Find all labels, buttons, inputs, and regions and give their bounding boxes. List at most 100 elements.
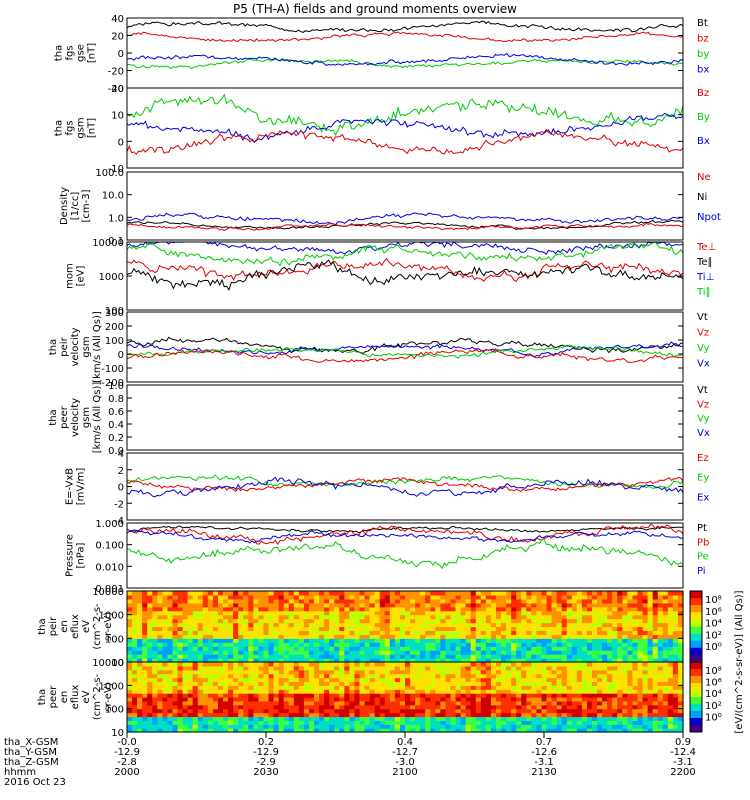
x-position-label: -3.1 [534,757,554,768]
spectrogram-cell [551,618,558,624]
spectrogram-cell [485,689,492,694]
spectrogram-cell [647,662,654,667]
spectrogram-cell [344,712,350,718]
spectrogram-cell [415,654,421,659]
spectrogram-cell [217,602,224,608]
spectrogram-cell [349,685,356,690]
spectrogram-cell [389,720,396,725]
spectrogram-cell [207,677,214,683]
spectrogram-cell [167,720,174,725]
spectrogram-cell [612,720,618,725]
spectrogram-cell [677,606,684,612]
spectrogram-cell [344,697,350,702]
spectrogram-cell [501,658,507,663]
spectrogram-cell [293,677,300,683]
spectrogram-cell [576,630,583,635]
spectrogram-cell [152,665,158,671]
spectrogram-cell [394,708,401,714]
spectrogram-cell [480,614,487,620]
spectrogram-cell [415,665,421,671]
spectrogram-cell [152,724,158,729]
spectrogram-cell [607,598,613,604]
spectrogram-cell [329,669,335,675]
spectrogram-cell [303,614,310,620]
spectrogram-cell [142,665,148,671]
spectrogram-cell [637,591,644,596]
spectrogram-cell [364,610,371,616]
spectrogram-cell [177,685,184,690]
spectrogram-cell [465,654,472,659]
spectrogram-cell [531,720,538,725]
spectrogram-cell [475,594,482,600]
spectrogram-cell [506,602,512,608]
spectrogram-cell [541,665,548,671]
spectrogram-cell [536,630,543,635]
spectrogram-cell [632,720,639,725]
spectrogram-cell [314,658,320,663]
colorbar-segment [690,697,702,705]
spectrogram-cell [480,598,487,604]
spectrogram-cell [142,689,148,694]
spectrogram-cell [177,681,184,686]
spectrogram-cell [637,642,644,647]
spectrogram-cell [612,606,618,612]
spectrogram-cell [172,669,179,675]
spectrogram-cell [157,677,163,683]
spectrogram-cell [334,673,340,679]
spectrogram-cell [379,728,386,733]
spectrogram-cell [607,677,613,683]
spectrogram-cell [394,689,401,694]
spectrogram-cell [172,677,179,683]
spectrogram-cell [228,614,234,620]
x-position-label: -0.0 [117,737,137,748]
spectrogram-cell [612,614,618,620]
spectrogram-cell [632,700,639,706]
spectrogram-cell [344,634,350,639]
spectrogram-cell [339,602,345,608]
spectrogram-cell [571,626,578,632]
spectrogram-cell [485,662,492,667]
spectrogram-cell [283,622,290,628]
spectrogram-cell [511,646,517,651]
spectrogram-cell [551,673,558,679]
spectrogram-cell [571,720,578,725]
spectrogram-cell [657,700,664,706]
spectrogram-cell [405,598,411,604]
spectrogram-cell [561,662,568,667]
spectrogram-cell [334,677,340,683]
spectrogram-cell [278,610,285,616]
spectrogram-cell [485,606,492,612]
spectrogram-cell [137,716,143,721]
spectrogram-cell [384,724,391,729]
spectrogram-cell [672,591,679,596]
spectrogram-cell [228,700,234,706]
spectrogram-cell [435,614,441,620]
spectrogram-cell [142,638,148,643]
spectrogram-cell [460,673,467,679]
spectrogram-cell [511,658,517,663]
spectrogram-cell [415,598,421,604]
spectrogram-cell [617,677,623,683]
spectrogram-cell [485,685,492,690]
spectrogram-cell [258,602,265,608]
spectrogram-cell [379,602,386,608]
spectrogram-cell [389,693,396,698]
spectrogram-cell [172,685,179,690]
spectrogram-cell [374,638,381,643]
spectrogram-cell [263,669,270,675]
spectrogram-cell [551,650,558,655]
spectrogram-cell [506,591,512,596]
spectrogram-cell [182,673,189,679]
spectrogram-cell [308,681,315,686]
spectrogram-cell [617,614,623,620]
spectrogram-cell [586,677,593,683]
x-position-label: -12.9 [114,747,140,758]
spectrogram-cell [652,708,659,714]
spectrogram-cell [187,591,194,596]
spectrogram-cell [460,708,467,714]
spectrogram-cell [586,673,593,679]
spectrogram-cell [657,665,664,671]
spectrogram-cell [354,606,361,612]
spectrogram-cell [450,606,457,612]
spectrogram-cell [450,638,457,643]
